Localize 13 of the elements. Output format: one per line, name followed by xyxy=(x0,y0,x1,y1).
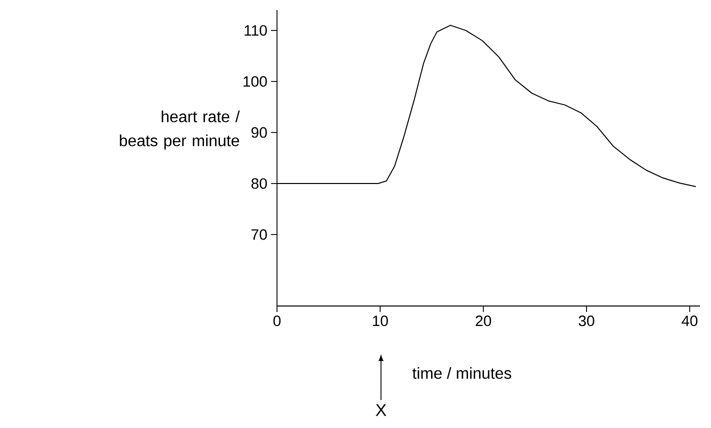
x-axis-title: time / minutes xyxy=(412,367,512,379)
x-tick-label: 30 xyxy=(578,316,594,326)
y-tick-label: 80 xyxy=(251,178,267,189)
y-tick-label: 100 xyxy=(244,76,267,87)
y-tick-label: 110 xyxy=(244,25,267,36)
x-tick-label: 10 xyxy=(372,316,388,326)
x-tick-label: 40 xyxy=(682,316,698,326)
y-tick-label: 70 xyxy=(252,229,267,240)
text: X xyxy=(376,404,386,416)
x-tick-label: 0 xyxy=(273,316,281,326)
y-tick-label: 90 xyxy=(251,127,267,138)
y-axis-title: heart rate / beats per minute xyxy=(120,110,240,150)
x-tick-label: 20 xyxy=(476,316,492,326)
